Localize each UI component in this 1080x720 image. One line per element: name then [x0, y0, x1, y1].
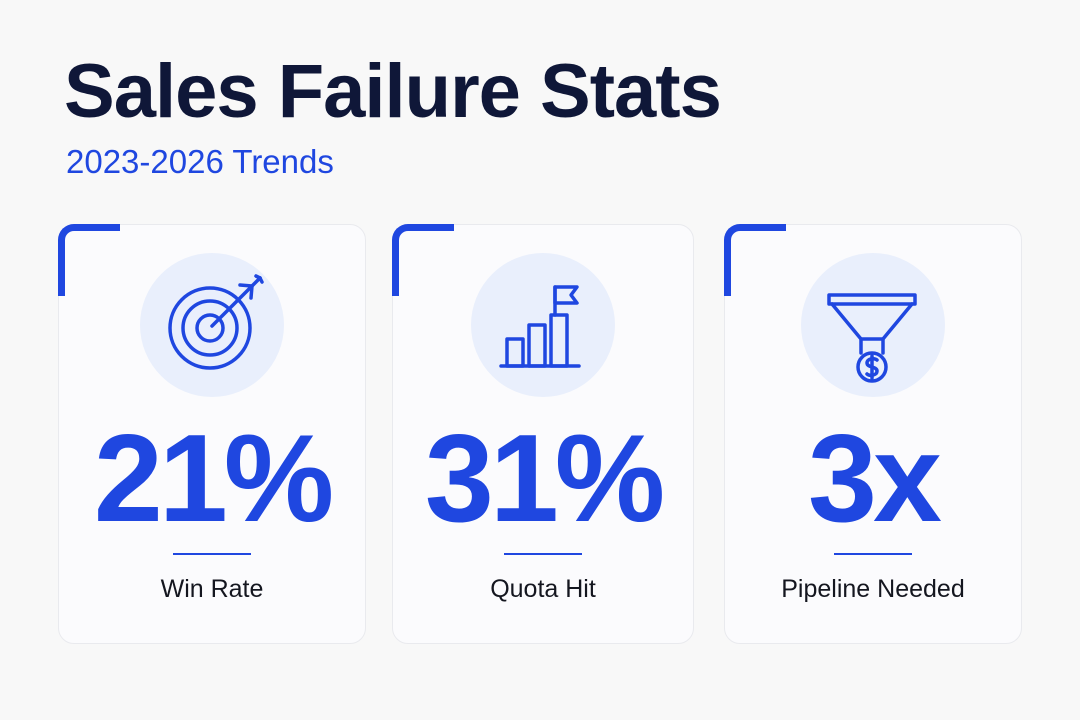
divider	[504, 553, 582, 555]
card-corner-accent	[392, 224, 454, 296]
stat-label: Pipeline Needed	[781, 575, 965, 603]
sales-funnel-with-dollar-icon	[827, 293, 917, 383]
icon-badge	[801, 253, 945, 397]
page-title: Sales Failure Stats	[64, 49, 722, 134]
stat-label: Quota Hit	[490, 575, 596, 603]
bar-chart-with-flag-icon	[499, 285, 581, 368]
page-subtitle: 2023-2026 Trends	[66, 143, 334, 180]
stat-label: Win Rate	[160, 575, 264, 603]
divider	[173, 553, 251, 555]
stat-card-pipeline-needed: 3x Pipeline Needed	[724, 224, 1022, 644]
stat-value: 21%	[93, 410, 334, 548]
stat-value: 3x	[808, 410, 942, 548]
icon-badge	[471, 253, 615, 397]
stat-card-quota-hit: 31% Quota Hit	[392, 224, 694, 644]
card-corner-accent	[58, 224, 120, 296]
stat-value: 31%	[424, 410, 665, 548]
divider	[834, 553, 912, 555]
icon-badge	[140, 253, 284, 397]
card-corner-accent	[724, 224, 786, 296]
target-with-arrow-icon	[168, 274, 264, 370]
stat-card-win-rate: 21% Win Rate	[58, 224, 366, 644]
